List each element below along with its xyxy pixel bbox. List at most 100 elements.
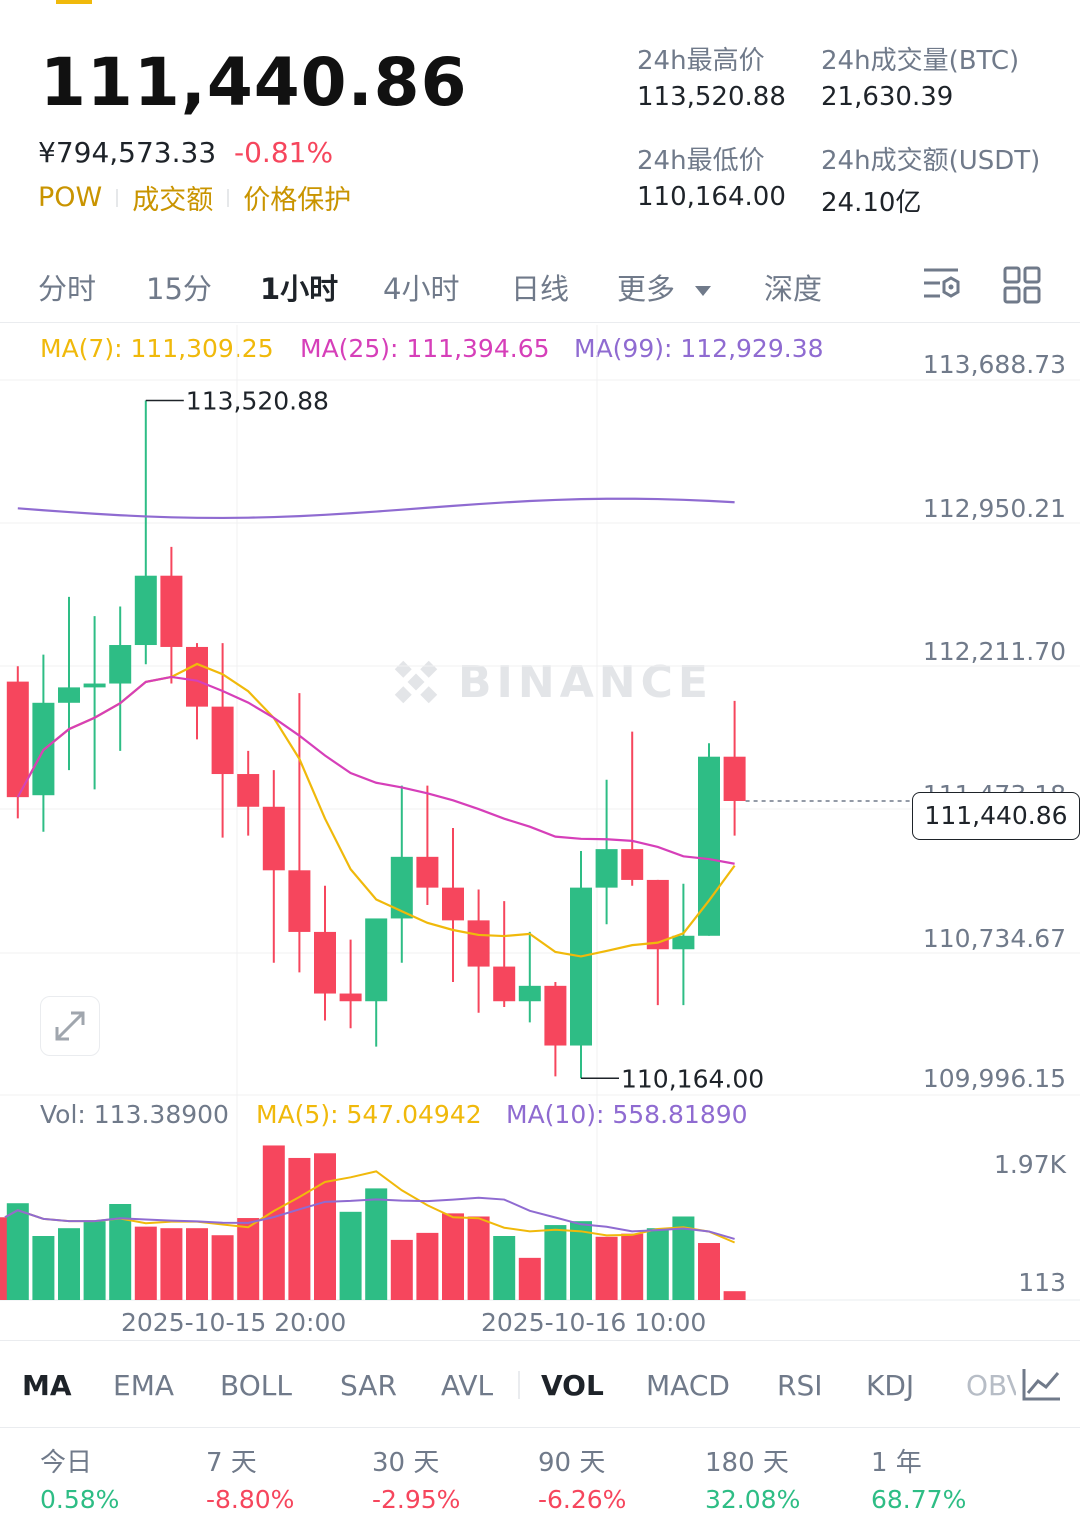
candle-body: [109, 645, 132, 684]
layout-grid-icon[interactable]: [1003, 266, 1041, 304]
binance-watermark: BINANCE: [388, 654, 713, 710]
volume-bar: [6, 1203, 29, 1300]
time-axis-label: 2025-10-15 20:00: [121, 1308, 347, 1337]
indicator-kdj[interactable]: KDJ: [866, 1369, 915, 1402]
moving-average-lines: [16, 497, 912, 958]
tab-more-label: 更多: [617, 272, 676, 306]
performance-180d: 180 天 32.08%: [705, 1442, 800, 1514]
high-value: 113,520.88: [637, 82, 786, 112]
tab-1h[interactable]: 1小时: [260, 272, 339, 306]
tag-turnover[interactable]: 成交额: [132, 185, 214, 216]
tab-depth[interactable]: 深度: [764, 272, 823, 306]
volume-bar: [160, 1228, 183, 1300]
volume-bar: [186, 1228, 208, 1300]
tab-4h[interactable]: 4小时: [383, 272, 460, 306]
performance-value: -2.95%: [372, 1485, 461, 1514]
volume-bar: [237, 1218, 260, 1300]
performance-30d: 30 天 -2.95%: [372, 1442, 460, 1514]
volume-bar: [262, 1145, 285, 1300]
vol-btc-value: 21,630.39: [821, 82, 954, 112]
volume-bar: [365, 1188, 388, 1300]
performance-label: 7 天: [206, 1448, 257, 1478]
indicator-sar[interactable]: SAR: [340, 1369, 397, 1402]
vol-usdt-label: 24h成交额(USDT): [821, 146, 1041, 176]
expand-icon: [55, 1011, 85, 1041]
indicator-ema[interactable]: EMA: [113, 1369, 175, 1402]
volume-ma10-legend: MA(10): 558.81890: [506, 1100, 748, 1129]
indicator-boll[interactable]: BOLL: [220, 1369, 292, 1402]
low-label: 24h最低价: [637, 146, 765, 176]
tag-pow[interactable]: POW: [38, 182, 103, 213]
volume-bar: [493, 1236, 516, 1300]
volume-bars: [0, 1145, 746, 1300]
indicator-ma[interactable]: MA: [22, 1369, 72, 1402]
volume-bar: [83, 1221, 106, 1300]
tab-15m[interactable]: 15分: [146, 272, 212, 306]
volume-bar: [314, 1153, 336, 1300]
performance-value: -8.80%: [206, 1485, 295, 1514]
candle-body: [365, 918, 388, 1002]
indicator-divider: [518, 1371, 520, 1399]
candle-body: [237, 774, 260, 807]
indicator-settings-icon[interactable]: [1020, 1367, 1062, 1403]
change-percent: -0.81%: [234, 136, 334, 169]
candle-body: [723, 756, 746, 801]
performance-90d: 90 天 -6.26%: [538, 1442, 626, 1514]
volume-bar: [390, 1239, 413, 1300]
ma25-line: [16, 675, 735, 865]
candle-body: [493, 966, 516, 1002]
performance-value: 68.77%: [871, 1485, 967, 1514]
candle-body: [186, 646, 208, 707]
candle-body: [211, 706, 234, 775]
chart-settings-icon[interactable]: [922, 266, 962, 304]
volume-ma5-legend: MA(5): 547.04942: [256, 1100, 482, 1129]
volume-bar: [646, 1228, 669, 1300]
low-annotation: 110,164.00: [621, 1064, 764, 1093]
candle-body: [621, 849, 644, 880]
performance-today: 今日 0.58%: [40, 1442, 119, 1514]
candle-body: [467, 920, 490, 967]
volume-bar: [518, 1257, 541, 1300]
tab-daily[interactable]: 日线: [511, 272, 570, 306]
performance-label: 今日: [40, 1448, 93, 1478]
volume-legend: Vol: 113.38900: [40, 1100, 229, 1129]
high-annotation: 113,520.88: [186, 386, 329, 415]
indicator-avl[interactable]: AVL: [441, 1369, 494, 1402]
indicator-bar: MA EMA BOLL SAR AVL VOL MACD RSI KDJ OBV: [0, 1340, 1080, 1428]
tab-timeline[interactable]: 分时: [38, 272, 97, 306]
low-value: 110,164.00: [637, 182, 786, 212]
ma7-line: [16, 662, 736, 958]
candle-body: [390, 856, 413, 919]
volume-bar: [698, 1243, 720, 1300]
tag-price-protection[interactable]: 价格保护: [243, 185, 352, 216]
indicator-vol[interactable]: VOL: [541, 1369, 604, 1402]
price-axis-label: 113,688.73: [922, 350, 1066, 379]
performance-label: 90 天: [538, 1448, 606, 1478]
volume-ma10-line: [4, 1196, 735, 1240]
volume-bar: [672, 1216, 695, 1300]
price-chart[interactable]: 113,520.88 110,164.00: [0, 325, 1080, 1340]
candle-body: [595, 849, 618, 888]
tab-more[interactable]: 更多: [617, 266, 712, 308]
indicator-obv[interactable]: OBV: [966, 1369, 1016, 1402]
candle-body: [262, 806, 285, 871]
high-label: 24h最高价: [637, 46, 765, 76]
volume-bar: [621, 1233, 644, 1300]
time-axis-label: 2025-10-16 10:00: [481, 1308, 707, 1337]
indicator-macd[interactable]: MACD: [646, 1369, 730, 1402]
candlesticks: [6, 400, 746, 1079]
vol-btc-label: 24h成交量(BTC): [821, 46, 1020, 76]
performance-1y: 1 年 68.77%: [871, 1442, 966, 1514]
candle-body: [442, 887, 464, 921]
indicator-rsi[interactable]: RSI: [777, 1369, 823, 1402]
price-axis-label: 110,734.67: [922, 924, 1066, 953]
volume-bar: [723, 1291, 746, 1300]
candle-body: [544, 985, 567, 1046]
volume-bar: [416, 1232, 439, 1300]
volume-bar: [211, 1235, 234, 1300]
price-axis-label: 109,996.15: [922, 1064, 1066, 1093]
candle-body: [83, 683, 106, 688]
performance-label: 1 年: [871, 1448, 922, 1478]
volume-bar: [32, 1236, 55, 1300]
fullscreen-button[interactable]: [40, 996, 100, 1056]
